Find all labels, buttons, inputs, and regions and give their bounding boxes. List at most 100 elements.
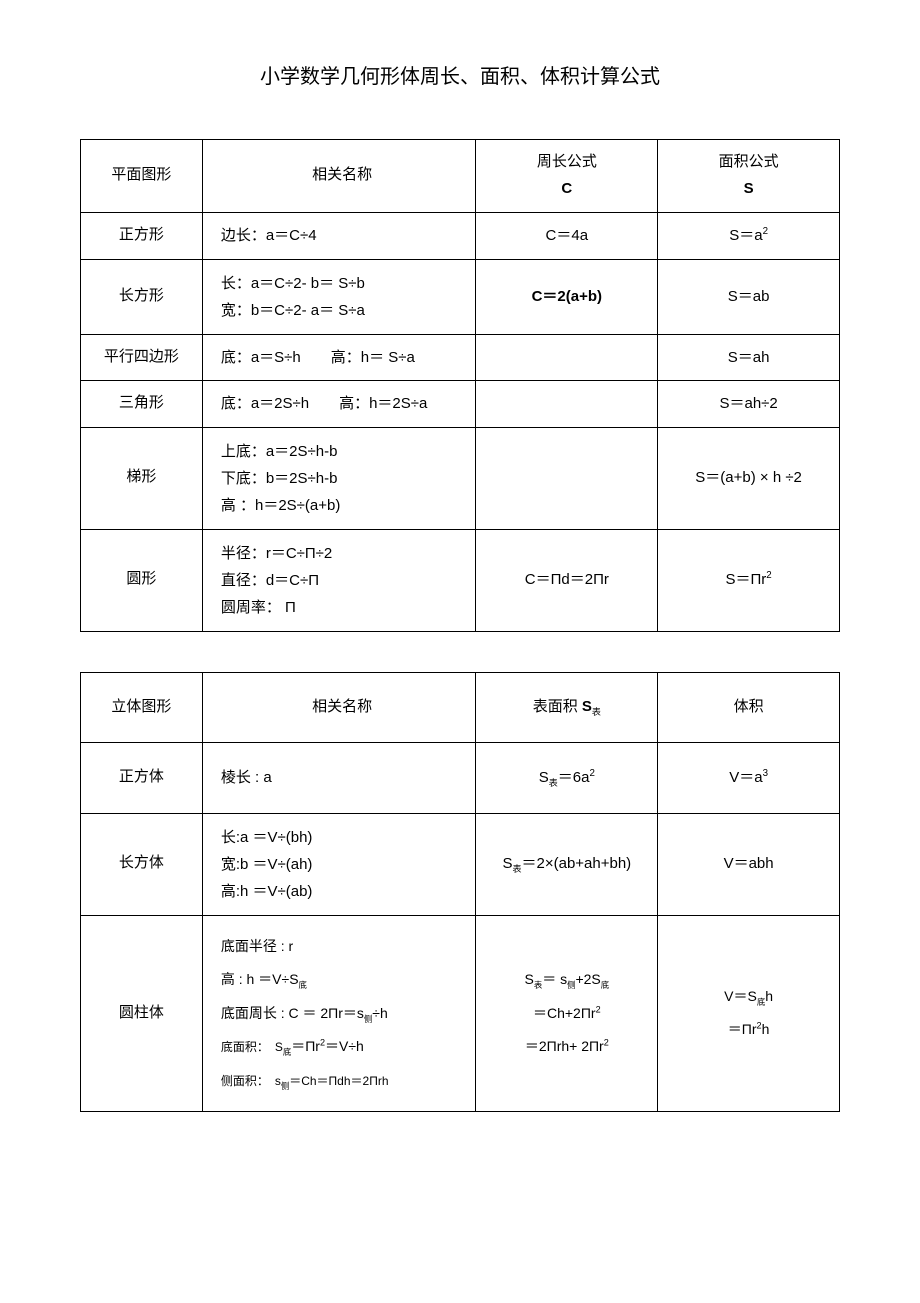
shape-name: 正方形 — [81, 213, 203, 260]
shape-names: 边长：a＝C÷4 — [202, 213, 476, 260]
solid-shapes-table: 立体图形 相关名称 表面积 S表 体积 正方体 棱长 : a S表＝6a2 V＝… — [80, 672, 840, 1113]
hdr-volume: 体积 — [658, 672, 840, 743]
sub: 底 — [299, 980, 307, 990]
names-line: 直径：d＝C÷П — [221, 572, 319, 589]
names-line: 底面积： S底＝Пr2＝V÷h — [221, 1030, 464, 1064]
hdr-surface-label: 表面积 — [533, 698, 582, 715]
area-text: S＝Пr — [725, 571, 766, 588]
perimeter-formula: C＝2(a+b) — [476, 259, 658, 334]
shape-name: 圆柱体 — [81, 915, 203, 1112]
sup: 2 — [596, 1004, 601, 1014]
surface-formula: S表＝6a2 — [476, 743, 658, 814]
area-formula: S＝ah÷2 — [658, 381, 840, 428]
shape-name: 圆形 — [81, 529, 203, 631]
volume-text: V＝a — [729, 769, 762, 786]
table-row: 梯形 上底：a＝2S÷h-b 下底：b＝2S÷h-b 高 ：h＝2S÷(a+b)… — [81, 427, 840, 529]
text: ＝ s — [542, 971, 567, 987]
table-row: 正方形 边长：a＝C÷4 C＝4a S＝a2 — [81, 213, 840, 260]
text: S — [524, 971, 533, 987]
perimeter-formula: C＝Пd＝2Пr — [476, 529, 658, 631]
shape-name: 长方形 — [81, 259, 203, 334]
surface-post: ＝2×(ab+ah+bh) — [522, 855, 632, 872]
hdr-surface: 表面积 S表 — [476, 672, 658, 743]
shape-name: 长方体 — [81, 813, 203, 915]
perimeter-formula: C＝4a — [476, 213, 658, 260]
text: 高 : h ＝V÷S — [221, 971, 299, 987]
volume-line: ＝Пr2h — [670, 1013, 827, 1047]
hdr-area: 面积公式 S — [658, 140, 840, 213]
perimeter-formula — [476, 381, 658, 428]
names-line: 半径：r＝C÷П÷2 — [221, 545, 332, 562]
sub: 表 — [534, 980, 542, 990]
shape-names: 长:a ＝V÷(bh) 宽:b ＝V÷(ah) 高:h ＝V÷(ab) — [202, 813, 476, 915]
shape-name: 三角形 — [81, 381, 203, 428]
text: ＝Ch+2Пr — [533, 1005, 596, 1021]
surface-formula: S表＝ s侧+2S底 ＝Ch+2Пr2 ＝2Пrh+ 2Пr2 — [476, 915, 658, 1112]
text: ＝Ch＝Пdh＝2Пrh — [289, 1074, 388, 1088]
text: ＝2Пrh+ 2Пr — [525, 1038, 604, 1054]
text: V＝S — [724, 988, 757, 1004]
volume-formula: V＝abh — [658, 813, 840, 915]
hdr-names: 相关名称 — [202, 672, 476, 743]
hdr-perimeter: 周长公式 C — [476, 140, 658, 213]
sup: 2 — [604, 1038, 609, 1048]
sub: 底 — [283, 1047, 291, 1057]
sub: 底 — [757, 997, 765, 1007]
table-row: 正方体 棱长 : a S表＝6a2 V＝a3 — [81, 743, 840, 814]
surface-line: S表＝ s侧+2S底 — [488, 963, 645, 997]
sub: 侧 — [281, 1081, 289, 1091]
surface-sup: 2 — [589, 768, 594, 779]
surface-formula: S表＝2×(ab+ah+bh) — [476, 813, 658, 915]
shape-names: 底：a＝2S÷h 高：h＝2S÷a — [202, 381, 476, 428]
table-header-row: 平面图形 相关名称 周长公式 C 面积公式 S — [81, 140, 840, 213]
table-header-row: 立体图形 相关名称 表面积 S表 体积 — [81, 672, 840, 743]
perimeter-text: C＝2(a+b) — [532, 288, 602, 305]
area-formula: S＝Пr2 — [658, 529, 840, 631]
table-row: 圆形 半径：r＝C÷П÷2 直径：d＝C÷П 圆周率： П C＝Пd＝2Пr S… — [81, 529, 840, 631]
surface-sub: 表 — [549, 778, 558, 788]
hdr-names: 相关名称 — [202, 140, 476, 213]
text: h — [762, 1021, 770, 1037]
area-sup: 2 — [763, 226, 768, 237]
names-line: 宽:b ＝V÷(ah) — [221, 856, 313, 873]
surface-line: ＝Ch+2Пr2 — [488, 997, 645, 1031]
shape-names: 半径：r＝C÷П÷2 直径：d＝C÷П 圆周率： П — [202, 529, 476, 631]
hdr-surface-sub: 表 — [592, 707, 601, 717]
names-line: 长:a ＝V÷(bh) — [221, 829, 313, 846]
area-formula: S＝(a+b) × h ÷2 — [658, 427, 840, 529]
volume-formula: V＝S底h ＝Пr2h — [658, 915, 840, 1112]
shape-names: 棱长 : a — [202, 743, 476, 814]
surface-sub: 表 — [512, 864, 521, 874]
area-text: S＝a — [729, 227, 762, 244]
names-line: 长：a＝C÷2- b＝ S÷b — [221, 275, 365, 292]
text: ＝Пr — [728, 1021, 757, 1037]
sub: 底 — [601, 980, 609, 990]
text: ＝Пr — [291, 1038, 320, 1054]
flat-shapes-table: 平面图形 相关名称 周长公式 C 面积公式 S 正方形 边长：a＝C÷4 C＝4… — [80, 139, 840, 632]
shape-name: 正方体 — [81, 743, 203, 814]
shape-names: 长：a＝C÷2- b＝ S÷b 宽：b＝C÷2- a＝ S÷a — [202, 259, 476, 334]
text: h — [765, 988, 773, 1004]
area-formula: S＝ab — [658, 259, 840, 334]
volume-sup: 3 — [763, 768, 768, 779]
names-line: 高 ：h＝2S÷(a+b) — [221, 497, 341, 514]
names-line: 高 : h ＝V÷S底 — [221, 963, 464, 997]
volume-line: V＝S底h — [670, 980, 827, 1014]
names-line: 侧面积： s侧＝Ch＝Пdh＝2Пrh — [221, 1064, 464, 1098]
label: 底面积： S — [221, 1040, 283, 1054]
text: 底面周长 : C ＝ 2Пr＝s — [221, 1005, 364, 1021]
table-row: 长方体 长:a ＝V÷(bh) 宽:b ＝V÷(ah) 高:h ＝V÷(ab) … — [81, 813, 840, 915]
table-row: 三角形 底：a＝2S÷h 高：h＝2S÷a S＝ah÷2 — [81, 381, 840, 428]
shape-name: 平行四边形 — [81, 334, 203, 381]
page-title: 小学数学几何形体周长、面积、体积计算公式 — [80, 60, 840, 89]
names-line: 底面半径 : r — [221, 930, 464, 964]
area-sup: 2 — [766, 570, 771, 581]
shape-names: 底：a＝S÷h 高：h＝ S÷a — [202, 334, 476, 381]
hdr-area-sym: S — [744, 180, 754, 197]
table-row: 平行四边形 底：a＝S÷h 高：h＝ S÷a S＝ah — [81, 334, 840, 381]
text: ＝V÷h — [325, 1038, 364, 1054]
names-line: 圆周率： П — [221, 599, 296, 616]
surface-pre: S — [539, 769, 549, 786]
names-line: 下底：b＝2S÷h-b — [221, 470, 338, 487]
names-line: 上底：a＝2S÷h-b — [221, 443, 338, 460]
